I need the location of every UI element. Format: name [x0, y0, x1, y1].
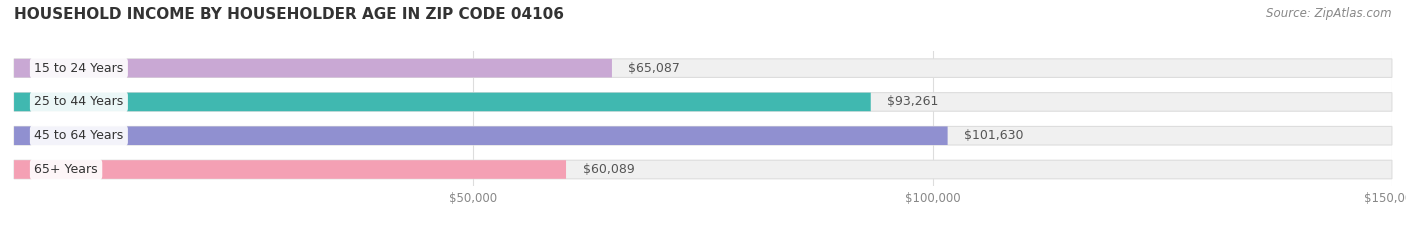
- FancyBboxPatch shape: [14, 160, 1392, 179]
- FancyBboxPatch shape: [14, 59, 612, 77]
- Text: 15 to 24 Years: 15 to 24 Years: [34, 62, 124, 75]
- Text: $65,087: $65,087: [628, 62, 681, 75]
- FancyBboxPatch shape: [14, 127, 948, 145]
- Text: $101,630: $101,630: [965, 129, 1024, 142]
- Text: $60,089: $60,089: [582, 163, 634, 176]
- Text: 65+ Years: 65+ Years: [34, 163, 98, 176]
- FancyBboxPatch shape: [14, 93, 1392, 111]
- Text: 45 to 64 Years: 45 to 64 Years: [34, 129, 124, 142]
- Text: $93,261: $93,261: [887, 96, 939, 108]
- FancyBboxPatch shape: [14, 160, 567, 179]
- FancyBboxPatch shape: [14, 127, 1392, 145]
- Text: Source: ZipAtlas.com: Source: ZipAtlas.com: [1267, 7, 1392, 20]
- Text: 25 to 44 Years: 25 to 44 Years: [34, 96, 124, 108]
- FancyBboxPatch shape: [14, 93, 870, 111]
- FancyBboxPatch shape: [14, 59, 1392, 77]
- Text: HOUSEHOLD INCOME BY HOUSEHOLDER AGE IN ZIP CODE 04106: HOUSEHOLD INCOME BY HOUSEHOLDER AGE IN Z…: [14, 7, 564, 22]
